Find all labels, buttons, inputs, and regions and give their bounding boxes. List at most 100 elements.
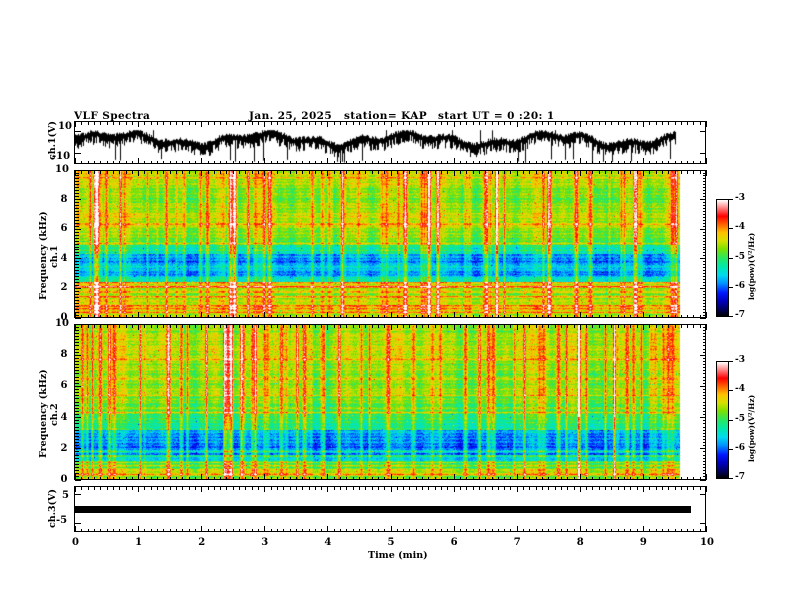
x-tick[interactable]	[447, 324, 449, 328]
ch2-spec-y-tick[interactable]	[702, 329, 706, 331]
x-tick[interactable]	[390, 312, 392, 318]
x-tick[interactable]	[264, 121, 266, 127]
x-tick[interactable]	[592, 314, 594, 318]
ch1-spec-y-tick[interactable]	[75, 178, 79, 180]
x-tick[interactable]	[592, 486, 594, 490]
x-tick[interactable]	[358, 486, 360, 490]
x-tick[interactable]	[573, 324, 575, 328]
x-tick[interactable]	[295, 121, 297, 125]
x-tick[interactable]	[276, 476, 278, 480]
x-tick[interactable]	[453, 158, 455, 164]
x-tick[interactable]	[598, 476, 600, 480]
x-tick[interactable]	[497, 324, 499, 328]
ch1-spec-y-tick[interactable]	[75, 302, 79, 304]
x-tick[interactable]	[176, 476, 177, 480]
x-tick[interactable]	[321, 170, 323, 174]
x-tick[interactable]	[630, 314, 632, 318]
x-tick[interactable]	[415, 486, 417, 490]
x-tick[interactable]	[661, 476, 663, 480]
x-tick[interactable]	[642, 158, 644, 164]
x-tick[interactable]	[624, 324, 625, 328]
x-tick[interactable]	[131, 528, 133, 532]
ch1-spec-y-tick[interactable]	[702, 252, 706, 254]
ch1-spec-y-tick[interactable]	[75, 181, 79, 183]
x-tick[interactable]	[138, 526, 140, 532]
x-tick[interactable]	[516, 486, 518, 492]
colorbar-ch2-tick-label[interactable]: -6	[735, 442, 745, 453]
x-tick[interactable]	[466, 160, 468, 164]
x-tick[interactable]	[396, 476, 398, 480]
x-tick[interactable]	[510, 314, 512, 318]
x-tick[interactable]	[308, 528, 310, 532]
x-tick[interactable]	[497, 314, 499, 318]
x-tick[interactable]	[182, 170, 184, 174]
x-tick[interactable]	[333, 528, 335, 532]
x-tick[interactable]	[579, 474, 581, 480]
ch2-spec-y-tick[interactable]	[702, 392, 706, 394]
x-tick[interactable]	[112, 476, 114, 480]
x-tick[interactable]	[453, 170, 455, 176]
x-tick[interactable]	[333, 160, 335, 164]
x-tick[interactable]	[642, 474, 644, 480]
ch1-spec-y-tick[interactable]	[702, 293, 706, 295]
x-tick[interactable]	[125, 314, 127, 318]
x-tick[interactable]	[213, 528, 215, 532]
x-tick[interactable]	[377, 121, 379, 125]
x-tick[interactable]	[201, 526, 203, 532]
x-tick[interactable]	[693, 476, 695, 480]
ch2-spec-y-tick[interactable]	[75, 401, 79, 403]
x-tick[interactable]	[605, 528, 606, 532]
x-tick[interactable]	[106, 160, 108, 164]
ch2-spec-y-tick[interactable]	[702, 470, 706, 472]
x-tick[interactable]	[598, 121, 600, 125]
ch2-spec-y-tick[interactable]	[702, 342, 706, 344]
x-tick[interactable]	[232, 314, 234, 318]
x-tick[interactable]	[649, 314, 651, 318]
x-tick[interactable]	[567, 314, 569, 318]
x-tick[interactable]	[680, 160, 682, 164]
ch1-spec-y-tick[interactable]	[702, 273, 706, 275]
x-tick[interactable]	[567, 121, 569, 125]
x-tick[interactable]	[163, 528, 165, 532]
x-tick[interactable]	[611, 324, 613, 328]
x-tick[interactable]	[213, 170, 215, 174]
x-tick[interactable]	[592, 170, 594, 174]
ch2-spec-y-tick[interactable]	[75, 326, 79, 328]
x-tick[interactable]	[472, 324, 474, 328]
x-tick[interactable]	[258, 486, 259, 490]
x-tick[interactable]	[516, 324, 518, 330]
x-tick[interactable]	[655, 528, 657, 532]
x-tick[interactable]	[434, 528, 436, 532]
ch2-spec-y-tick[interactable]	[75, 438, 79, 440]
ch1-spec-y-tick[interactable]	[75, 290, 79, 292]
x-tick[interactable]	[112, 121, 114, 125]
x-tick[interactable]	[459, 324, 461, 328]
x-tick[interactable]	[548, 476, 550, 480]
x-tick[interactable]	[649, 160, 651, 164]
x-tick[interactable]	[680, 170, 682, 174]
x-tick[interactable]	[415, 160, 417, 164]
ch1-spec-y-tick[interactable]	[702, 284, 706, 286]
ch1-spec-y-tick[interactable]	[702, 290, 706, 292]
x-tick[interactable]	[598, 314, 600, 318]
x-tick[interactable]	[321, 160, 323, 164]
x-tick[interactable]	[687, 314, 689, 318]
x-tick[interactable]	[131, 486, 133, 490]
x-tick[interactable]	[403, 121, 405, 125]
x-tick[interactable]	[422, 314, 424, 318]
x-tick[interactable]	[321, 314, 323, 318]
x-tick[interactable]	[283, 476, 285, 480]
x-tick[interactable]	[586, 476, 588, 480]
ch1-spec-y-tick[interactable]	[702, 196, 706, 198]
cb-tick[interactable]	[728, 257, 733, 259]
ch2-spec-y-tick[interactable]	[702, 326, 706, 328]
x-tick[interactable]	[441, 314, 442, 318]
x-tick[interactable]	[567, 324, 569, 328]
x-tick[interactable]	[472, 486, 474, 490]
ch1-spec-y-tick[interactable]	[702, 172, 706, 174]
x-tick[interactable]	[693, 170, 695, 174]
ch1-spec-y-tick[interactable]	[700, 169, 706, 171]
x-tick[interactable]	[668, 324, 670, 328]
x-tick[interactable]	[245, 314, 247, 318]
x-tick[interactable]	[693, 528, 695, 532]
